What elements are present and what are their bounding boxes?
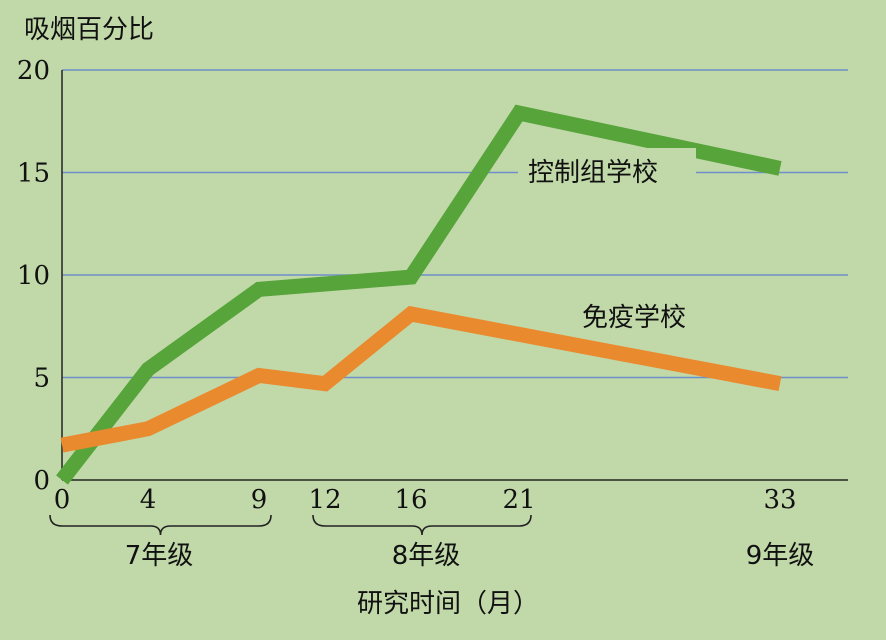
grade-braces: [49, 514, 532, 536]
x-tick-label: 21: [502, 485, 535, 515]
x-tick-label: 16: [394, 485, 427, 515]
series-label-immune-text: 免疫学校: [582, 303, 686, 333]
x-tick-label: 4: [140, 485, 157, 515]
x-tick-labels: 0 4 9 12 16 21 33: [54, 485, 797, 515]
y-tick-label: 15: [17, 159, 50, 189]
series-label-control: 控制组学校: [518, 148, 696, 194]
y-tick-label: 0: [33, 466, 50, 496]
x-tick-label: 12: [308, 485, 341, 515]
grade-brace: [312, 514, 532, 536]
series-label-control-text: 控制组学校: [528, 158, 658, 188]
series-line: [56, 104, 782, 485]
group-label-grade8: 8年级: [392, 541, 461, 571]
series-line: [60, 305, 782, 453]
group-label-grade7: 7年级: [125, 541, 194, 571]
series-label-control-bg: [518, 148, 696, 194]
group-label-grade9: 9年级: [746, 541, 815, 571]
y-tick-label: 20: [17, 56, 50, 86]
y-tick-labels: 0 5 10 15 20: [17, 56, 50, 496]
x-tick-label: 0: [54, 485, 71, 515]
axes: [61, 70, 848, 481]
x-tick-label: 33: [763, 485, 796, 515]
y-axis-title: 吸烟百分比: [24, 15, 154, 45]
x-tick-label: 9: [251, 485, 268, 515]
series-lines: [56, 104, 782, 485]
y-tick-label: 5: [33, 364, 50, 394]
grade-brace: [49, 514, 272, 536]
y-tick-label: 10: [17, 261, 50, 291]
x-axis-title: 研究时间（月）: [357, 589, 539, 619]
